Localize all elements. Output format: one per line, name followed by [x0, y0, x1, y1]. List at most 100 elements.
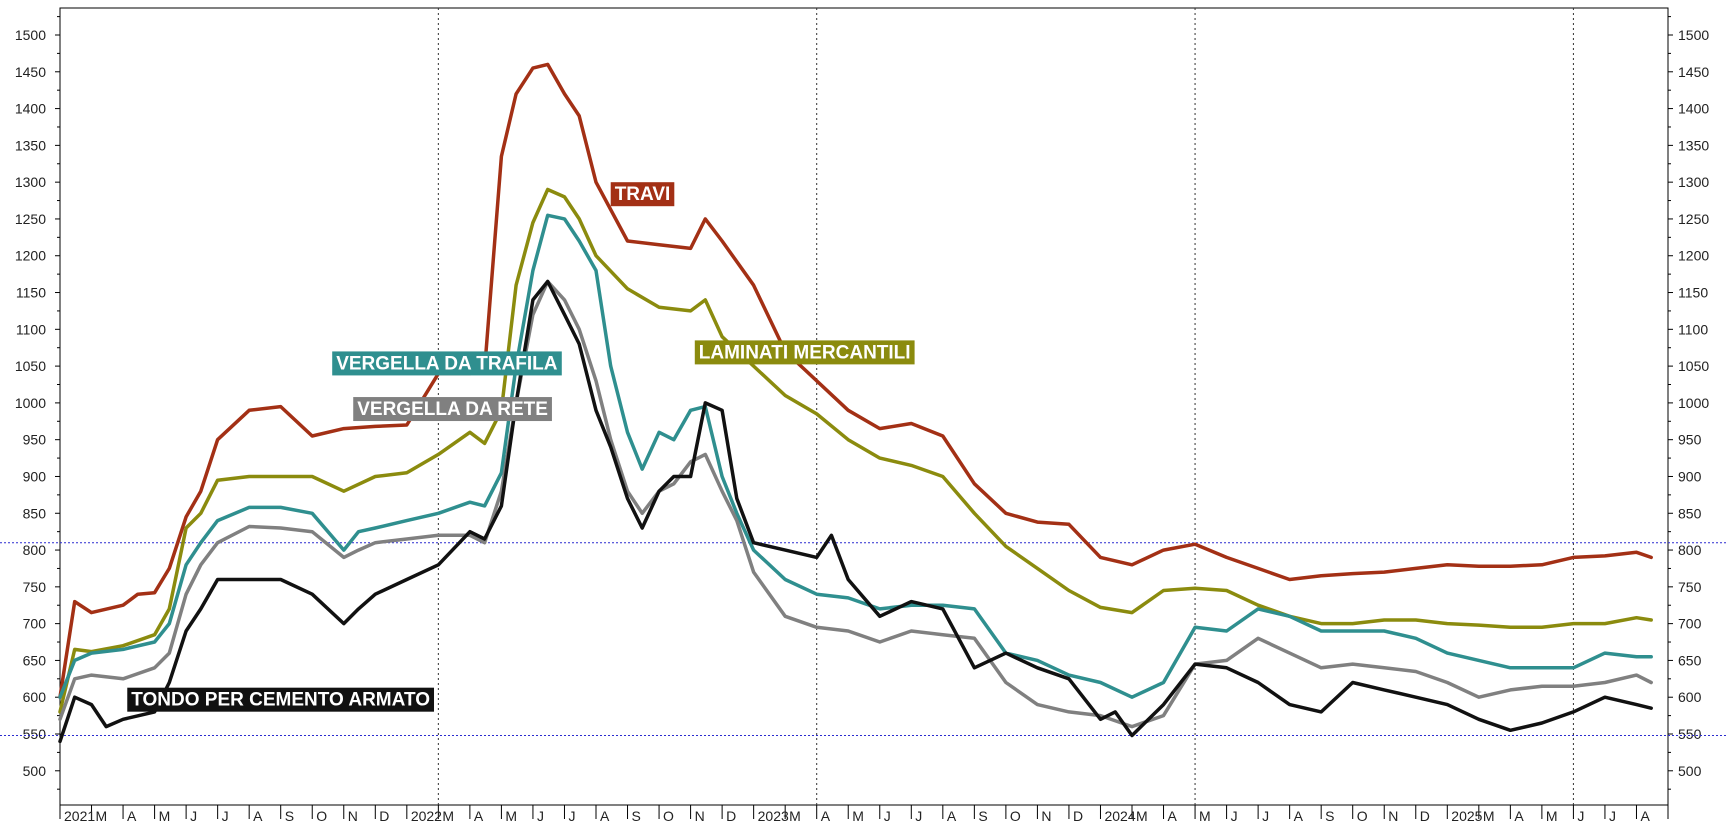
month-label: J [915, 808, 922, 824]
month-label: A [1168, 808, 1178, 824]
month-label: D [1420, 808, 1430, 824]
month-label: S [1325, 808, 1334, 824]
month-label: S [285, 808, 294, 824]
series-label-4: TONDO PER CEMENTO ARMATO [127, 687, 435, 712]
y-tick-label-right: 600 [1678, 689, 1702, 705]
month-label: S [978, 808, 987, 824]
y-tick-label-left: 950 [23, 432, 47, 448]
series-line-4 [58, 279, 1653, 744]
month-label: J [222, 808, 229, 824]
y-tick-label-left: 550 [23, 726, 47, 742]
month-label: O [1010, 808, 1021, 824]
month-label: M [1199, 808, 1211, 824]
month-label: 2021 [64, 808, 95, 824]
month-label: M [852, 808, 864, 824]
y-tick-label-right: 1000 [1678, 395, 1709, 411]
series-label-text: LAMINATI MERCANTILI [699, 342, 911, 363]
series-label-box [694, 340, 915, 365]
y-tick-label-left: 900 [23, 468, 47, 484]
y-tick-label-left: 1000 [15, 395, 46, 411]
month-label: M [505, 808, 517, 824]
y-tick-label-right: 850 [1678, 505, 1702, 521]
y-tick-label-right: 500 [1678, 763, 1702, 779]
y-tick-label-left: 700 [23, 616, 47, 632]
month-label: O [316, 808, 327, 824]
month-label: M [96, 808, 108, 824]
y-tick-label-left: 1050 [15, 358, 46, 374]
series-line-2 [58, 213, 1653, 699]
y-tick-label-right: 1400 [1678, 101, 1709, 117]
month-label: J [568, 808, 575, 824]
y-tick-label-right: 1050 [1678, 358, 1709, 374]
month-label: 2025 [1451, 808, 1482, 824]
series-label-box [127, 687, 435, 712]
y-tick-label-right: 1200 [1678, 248, 1709, 264]
month-label: M [1546, 808, 1558, 824]
series-label-1: LAMINATI MERCANTILI [694, 340, 915, 365]
series-label-2: VERGELLA DA TRAFILA [332, 351, 562, 376]
month-label: N [348, 808, 358, 824]
y-tick-label-right: 1350 [1678, 137, 1709, 153]
month-label: A [1640, 808, 1650, 824]
month-label: A [947, 808, 957, 824]
month-label: M [789, 808, 801, 824]
y-tick-label-left: 750 [23, 579, 47, 595]
month-label: J [1231, 808, 1238, 824]
month-label: 2024 [1104, 808, 1135, 824]
series-line-0 [58, 62, 1653, 699]
y-tick-label-left: 1500 [15, 27, 46, 43]
series-label-3: VERGELLA DA RETE [353, 397, 552, 422]
y-tick-label-left: 1250 [15, 211, 46, 227]
month-label: J [884, 808, 891, 824]
y-tick-label-left: 800 [23, 542, 47, 558]
y-tick-label-right: 950 [1678, 432, 1702, 448]
y-tick-label-right: 1450 [1678, 64, 1709, 80]
y-tick-label-right: 1500 [1678, 27, 1709, 43]
series-label-box [353, 397, 552, 422]
plot-frame [59, 7, 1669, 806]
month-label: A [600, 808, 610, 824]
y-tick-label-left: 1450 [15, 64, 46, 80]
y-tick-label-right: 800 [1678, 542, 1702, 558]
month-label: A [253, 808, 263, 824]
month-label: J [537, 808, 544, 824]
month-label: D [1073, 808, 1083, 824]
y-tick-label-right: 750 [1678, 579, 1702, 595]
month-label: D [379, 808, 389, 824]
month-label: M [1136, 808, 1148, 824]
y-tick-label-left: 1150 [16, 285, 46, 301]
series-label-text: VERGELLA DA TRAFILA [336, 353, 558, 374]
series-label-0: TRAVI [610, 182, 675, 207]
month-label: S [632, 808, 641, 824]
y-tick-label-right: 1250 [1678, 211, 1709, 227]
y-tick-label-left: 1200 [15, 248, 46, 264]
month-label: O [1357, 808, 1368, 824]
series-label-box [332, 351, 562, 376]
y-tick-label-right: 1100 [1678, 321, 1708, 337]
series-label-text: VERGELLA DA RETE [357, 399, 548, 420]
month-label: N [1388, 808, 1398, 824]
month-label: N [695, 808, 705, 824]
y-tick-label-left: 1100 [16, 321, 46, 337]
month-label: J [190, 808, 197, 824]
month-label: A [127, 808, 137, 824]
y-tick-label-left: 1400 [15, 101, 46, 117]
y-tick-label-left: 650 [23, 652, 47, 668]
month-label: J [1262, 808, 1269, 824]
y-tick-label-right: 1300 [1678, 174, 1709, 190]
month-label: J [1577, 808, 1584, 824]
month-label: M [159, 808, 171, 824]
month-label: N [1041, 808, 1051, 824]
y-tick-label-left: 600 [23, 689, 47, 705]
month-label: D [726, 808, 736, 824]
y-tick-label-left: 1350 [15, 137, 46, 153]
y-tick-label-right: 1150 [1678, 285, 1708, 301]
series-line-3 [58, 279, 1653, 729]
month-label: A [1514, 808, 1524, 824]
y-tick-label-right: 900 [1678, 468, 1702, 484]
y-tick-label-right: 650 [1678, 652, 1702, 668]
y-tick-label-left: 500 [23, 763, 47, 779]
y-tick-label-left: 1300 [15, 174, 46, 190]
